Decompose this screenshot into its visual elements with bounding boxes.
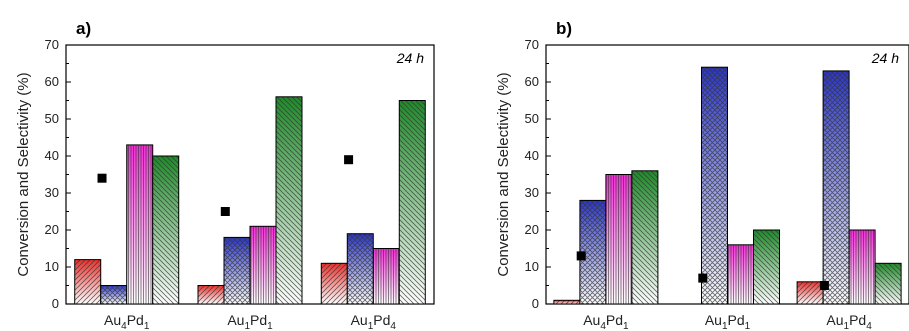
bar-hatch bbox=[796, 281, 824, 305]
y-tick-label: 0 bbox=[52, 296, 59, 311]
y-tick-label: 70 bbox=[525, 37, 539, 52]
bar-hatch bbox=[223, 236, 251, 305]
chart-panel-b: 0 10 20 30 40 50 60 70 Conversion and Selectivit… bbox=[495, 19, 909, 331]
y-tick-label: 10 bbox=[525, 259, 539, 274]
y-tick-label: 30 bbox=[45, 185, 59, 200]
bar-hatch bbox=[126, 144, 154, 305]
marker-point bbox=[819, 281, 829, 290]
y-tick-label: 10 bbox=[45, 259, 59, 274]
panel-label: a) bbox=[76, 19, 91, 38]
time-annotation: 24 h bbox=[871, 50, 899, 66]
category-label: Au1Pd1 bbox=[705, 312, 751, 331]
y-tick-label: 40 bbox=[525, 148, 539, 163]
marker-point bbox=[576, 251, 586, 261]
bar-hatch bbox=[100, 285, 128, 305]
bar-hatch bbox=[249, 225, 277, 305]
y-tick-label: 50 bbox=[525, 111, 539, 126]
marker-point bbox=[344, 155, 354, 165]
y-tick-label: 60 bbox=[45, 74, 59, 89]
bar-hatch bbox=[197, 285, 225, 305]
y-tick-label: 0 bbox=[532, 296, 539, 311]
y-tick-label: 60 bbox=[525, 74, 539, 89]
time-annotation: 24 h bbox=[396, 50, 424, 66]
bar-hatch bbox=[822, 70, 850, 305]
bar-hatch bbox=[320, 262, 348, 305]
y-tick-label: 20 bbox=[45, 222, 59, 237]
bar-hatch bbox=[605, 174, 633, 305]
marker-point bbox=[97, 173, 107, 183]
bar-hatch bbox=[74, 259, 102, 305]
category-label: Au1Pd4 bbox=[351, 312, 397, 331]
category-label: Au1Pd1 bbox=[227, 312, 273, 331]
y-tick-label: 20 bbox=[525, 222, 539, 237]
y-tick-label: 70 bbox=[45, 37, 59, 52]
chart-panel-a: 0 10 20 30 40 50 60 70 Conversion and Selectivit… bbox=[15, 19, 435, 331]
bar-hatch bbox=[874, 262, 902, 305]
bar-hatch bbox=[753, 229, 780, 305]
marker-point bbox=[220, 207, 230, 216]
panel-label: b) bbox=[556, 19, 572, 38]
bar-hatch bbox=[275, 96, 303, 305]
bar-hatch bbox=[152, 155, 180, 305]
bar-hatch bbox=[398, 100, 426, 305]
bar-hatch bbox=[631, 170, 659, 305]
bar-hatch bbox=[372, 248, 400, 305]
y-tick-label: 30 bbox=[525, 185, 539, 200]
category-label: Au4Pd1 bbox=[583, 312, 629, 331]
bar-hatch bbox=[701, 66, 728, 305]
bar-hatch bbox=[346, 233, 374, 305]
y-tick-label: 40 bbox=[45, 148, 59, 163]
bar-hatch bbox=[553, 299, 581, 305]
category-label: Au4Pd1 bbox=[104, 312, 150, 331]
bar-hatch bbox=[848, 229, 876, 305]
y-axis-label: Conversion and Selectivity (%) bbox=[495, 72, 512, 276]
marker-point bbox=[698, 273, 708, 283]
y-axis-label: Conversion and Selectivity (%) bbox=[15, 72, 32, 276]
bar-hatch bbox=[727, 244, 754, 305]
y-tick-label: 50 bbox=[45, 111, 59, 126]
category-label: Au1Pd4 bbox=[826, 312, 872, 331]
